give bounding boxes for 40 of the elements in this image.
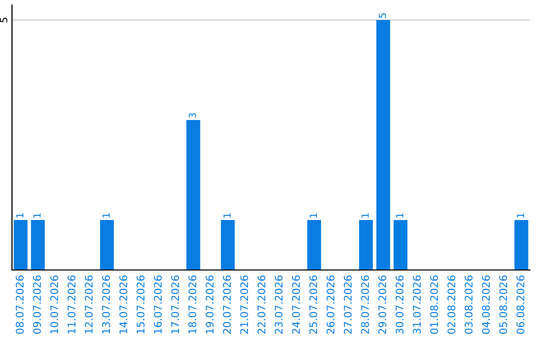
x-tick-label: 02.08.2026 — [447, 276, 456, 334]
x-tick-label: 20.07.2026 — [222, 276, 231, 334]
x-tick-label: 17.07.2026 — [171, 276, 180, 334]
x-tick-label: 05.08.2026 — [499, 276, 508, 334]
x-tick-label: 24.07.2026 — [292, 276, 300, 334]
x-tick-label: 19.07.2026 — [206, 276, 214, 334]
data-label: 1 — [33, 213, 41, 218]
x-tick-label: 30.07.2026 — [396, 276, 404, 334]
data-label: 1 — [310, 213, 317, 218]
x-tick-label: 14.07.2026 — [119, 276, 128, 334]
x-tick-label: 06.08.2026 — [516, 276, 524, 334]
data-label: 3 — [188, 113, 196, 118]
x-tick-label: 12.07.2026 — [84, 276, 93, 334]
x-tick-label: 09.07.2026 — [33, 276, 41, 334]
x-tick-label: 28.07.2026 — [361, 276, 369, 334]
x-tick-label: 21.07.2026 — [240, 276, 248, 334]
x-tick-label: 13.07.2026 — [102, 276, 110, 334]
x-tick-label: 31.07.2026 — [412, 276, 421, 334]
x-tick-label: 08.07.2026 — [16, 276, 24, 334]
data-label: 1 — [516, 213, 524, 218]
data-label: 1 — [396, 213, 404, 218]
x-tick-label: 03.08.2026 — [464, 276, 473, 334]
data-label: 1 — [362, 213, 369, 218]
x-tick-label: 26.07.2026 — [326, 276, 334, 334]
x-tick-label: 15.07.2026 — [136, 276, 145, 334]
data-label: 1 — [223, 213, 231, 218]
data-label: 5 — [378, 13, 386, 18]
data-label: 1 — [102, 213, 110, 218]
x-tick-label: 18.07.2026 — [188, 276, 196, 334]
x-tick-label: 10.07.2026 — [50, 276, 58, 334]
x-tick-label: 27.07.2026 — [344, 276, 352, 334]
x-tick-label: 16.07.2026 — [154, 276, 162, 334]
x-tick-label: 04.08.2026 — [482, 276, 490, 334]
x-tick-label: 11.07.2026 — [68, 276, 76, 334]
x-tick-label: 25.07.2026 — [309, 276, 318, 334]
x-tick-label: 23.07.2026 — [274, 276, 283, 334]
x-tick-label: 22.07.2026 — [258, 276, 266, 334]
x-tick-label: 01.08.2026 — [430, 276, 438, 334]
data-label: 1 — [16, 213, 24, 218]
x-tick-label: 29.07.2026 — [378, 276, 386, 334]
